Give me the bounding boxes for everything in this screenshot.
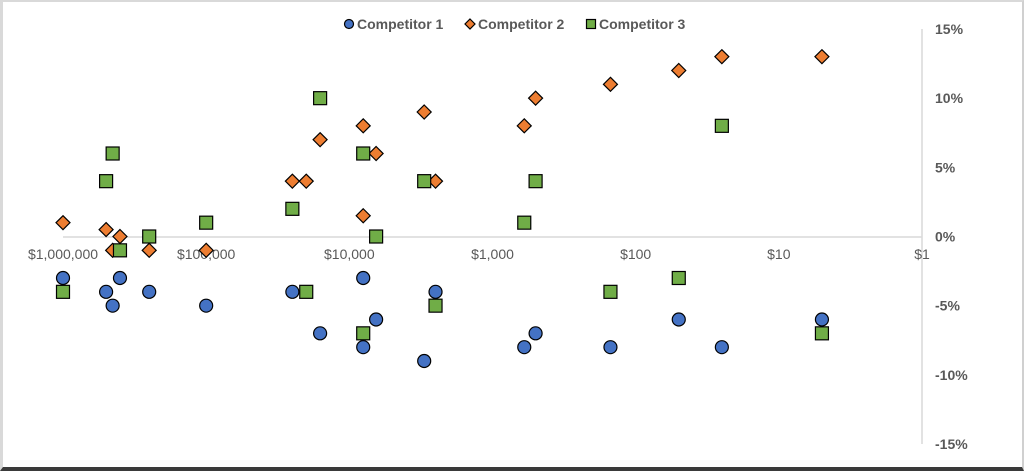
axes: $1,000,000$100,000$10,000$1,000$100$10$1… (28, 21, 968, 452)
data-point-circle (671, 312, 686, 327)
y-tick-label: -15% (935, 436, 968, 452)
x-tick-labels: $1,000,000$100,000$10,000$1,000$100$10$1 (28, 246, 930, 262)
data-point-circle (199, 298, 214, 313)
data-point-circle (714, 340, 729, 355)
x-tick-label: $10 (767, 246, 791, 262)
data-point-square (55, 284, 71, 299)
legend-item-1: Competitor 1 (343, 16, 444, 32)
data-point-circle (356, 270, 371, 286)
legend-label: Competitor 1 (357, 16, 444, 32)
series-competitor-3 (55, 91, 830, 341)
series-competitor-1 (55, 270, 830, 369)
data-point-square (142, 229, 157, 244)
data-point-square (528, 174, 543, 189)
data-series (55, 48, 830, 369)
data-point-square (105, 146, 120, 161)
data-point-diamond (670, 62, 687, 79)
data-point-circle (112, 270, 128, 286)
legend-item-2: Competitor 2 (464, 16, 565, 32)
data-point-diamond (368, 145, 384, 162)
data-point-diamond (298, 173, 315, 190)
y-tick-label: 15% (935, 21, 964, 37)
data-point-circle (105, 298, 120, 313)
square-marker-icon (585, 18, 597, 30)
data-point-diamond (141, 242, 158, 259)
diamond-marker-icon (464, 18, 476, 30)
data-point-circle (528, 326, 543, 341)
data-point-square (517, 215, 532, 230)
data-point-square (814, 326, 830, 341)
data-point-diamond (602, 76, 619, 93)
circle-marker-icon (343, 18, 355, 30)
legend-label: Competitor 3 (599, 16, 686, 32)
data-point-diamond (112, 228, 128, 245)
data-point-square (356, 146, 371, 161)
data-point-square (313, 91, 328, 106)
data-point-square (98, 174, 114, 189)
y-tick-label: 10% (935, 90, 964, 106)
data-point-circle (517, 340, 532, 355)
data-point-diamond (355, 117, 372, 134)
data-point-circle (356, 340, 371, 355)
data-point-square (199, 215, 214, 230)
data-point-square (369, 229, 384, 244)
y-tick-label: 0% (935, 229, 956, 245)
series-competitor-2 (55, 48, 830, 259)
data-point-circle (369, 312, 384, 327)
data-point-circle (313, 326, 328, 341)
x-tick-label: $1,000 (471, 246, 514, 262)
data-point-diamond (516, 117, 533, 134)
y-tick-label: -5% (935, 298, 960, 314)
data-point-circle (814, 312, 830, 327)
data-point-diamond (416, 104, 433, 120)
data-point-diamond (312, 131, 328, 148)
data-point-square (603, 284, 618, 299)
data-point-circle (142, 284, 157, 299)
data-point-circle (603, 340, 618, 355)
data-point-square (671, 270, 686, 286)
data-point-diamond (98, 221, 114, 238)
x-tick-label: $1 (914, 246, 930, 262)
legend-item-3: Competitor 3 (585, 16, 686, 32)
data-point-square (299, 284, 314, 299)
data-point-square (112, 243, 128, 258)
data-point-diamond (714, 48, 730, 65)
y-tick-label: -10% (935, 367, 968, 383)
data-point-circle (98, 284, 114, 299)
data-point-diamond (814, 48, 830, 65)
data-point-square (428, 298, 443, 313)
x-tick-label: $1,000,000 (28, 246, 98, 262)
data-point-diamond (55, 214, 71, 231)
data-point-diamond (527, 90, 544, 107)
data-point-circle (55, 270, 71, 286)
data-point-circle (417, 353, 432, 369)
data-point-square (285, 201, 300, 216)
data-point-diamond (355, 207, 372, 224)
data-point-square (417, 174, 432, 189)
scatter-chart: $1,000,000$100,000$10,000$1,000$100$10$1… (28, 16, 968, 452)
data-point-circle (428, 284, 443, 299)
legend: Competitor 1 Competitor 2 Competitor 3 (343, 16, 686, 32)
y-tick-label: 5% (935, 159, 956, 175)
data-point-square (356, 326, 371, 341)
data-point-diamond (284, 173, 301, 190)
data-point-square (714, 118, 729, 133)
y-tick-labels: 15% 10% 5% 0% -5% -10% -15% (935, 21, 968, 452)
data-point-diamond (198, 242, 215, 259)
data-point-circle (285, 284, 300, 299)
x-tick-label: $100 (620, 246, 651, 262)
x-tick-label: $10,000 (324, 246, 375, 262)
legend-label: Competitor 2 (478, 16, 565, 32)
